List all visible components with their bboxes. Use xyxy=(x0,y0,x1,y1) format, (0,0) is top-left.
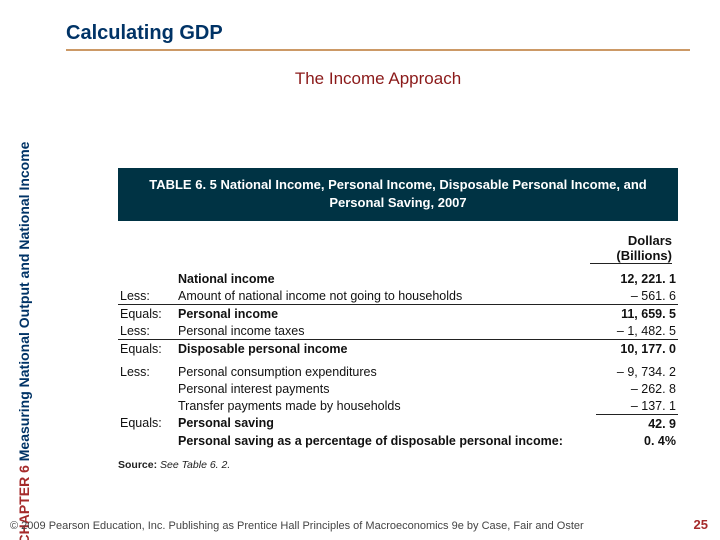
col-head-line1: Dollars xyxy=(118,233,672,248)
table-block: TABLE 6. 5 National Income, Personal Inc… xyxy=(118,168,678,471)
table-row: Less:Personal consumption expenditures– … xyxy=(118,363,678,380)
row-desc: National income xyxy=(176,270,596,287)
table-row: Transfer payments made by households– 13… xyxy=(118,397,678,415)
row-desc: Personal consumption expenditures xyxy=(176,363,596,380)
table-row: Less:Personal income taxes– 1, 482. 5 xyxy=(118,322,678,340)
footer: © 2009 Pearson Education, Inc. Publishin… xyxy=(10,517,708,532)
table-row: Equals:Personal income11, 659. 5 xyxy=(118,305,678,323)
row-desc: Personal saving as a percentage of dispo… xyxy=(176,432,596,449)
page-title: Calculating GDP xyxy=(66,22,690,45)
table-column-header: Dollars (Billions) xyxy=(118,221,678,270)
row-lead: Equals: xyxy=(118,340,176,358)
row-lead xyxy=(118,270,176,287)
chapter-side-label: CHAPTER 6 Measuring National Output and … xyxy=(10,170,38,515)
copyright-text: © 2009 Pearson Education, Inc. Publishin… xyxy=(10,520,584,532)
row-value: 11, 659. 5 xyxy=(596,305,678,323)
table-row: Equals:Personal saving42. 9 xyxy=(118,415,678,433)
table-row: Less:Amount of national income not going… xyxy=(118,287,678,305)
row-value: – 262. 8 xyxy=(596,380,678,397)
chapter-side-text: CHAPTER 6 Measuring National Output and … xyxy=(16,141,32,540)
row-lead xyxy=(118,397,176,415)
row-value: – 561. 6 xyxy=(596,287,678,305)
table-caption: TABLE 6. 5 National Income, Personal Inc… xyxy=(118,168,678,221)
row-value: 0. 4% xyxy=(596,432,678,449)
row-desc: Disposable personal income xyxy=(176,340,596,358)
table-row: Personal interest payments– 262. 8 xyxy=(118,380,678,397)
row-lead: Equals: xyxy=(118,415,176,433)
table-source: Source: See Table 6. 2. xyxy=(118,459,678,471)
row-value: – 137. 1 xyxy=(596,397,678,415)
row-value: 10, 177. 0 xyxy=(596,340,678,358)
row-lead: Less: xyxy=(118,363,176,380)
source-label: Source: xyxy=(118,459,157,471)
row-desc: Personal income taxes xyxy=(176,322,596,340)
row-desc: Transfer payments made by households xyxy=(176,397,596,415)
row-desc: Personal income xyxy=(176,305,596,323)
header-block: Calculating GDP The Income Approach xyxy=(66,22,690,89)
table-row: Equals:Disposable personal income10, 177… xyxy=(118,340,678,358)
row-desc: Personal interest payments xyxy=(176,380,596,397)
row-value: 42. 9 xyxy=(596,415,678,433)
source-text: See Table 6. 2. xyxy=(157,459,230,471)
row-value: – 1, 482. 5 xyxy=(596,322,678,340)
row-value: 12, 221. 1 xyxy=(596,270,678,287)
row-lead xyxy=(118,432,176,449)
income-table: National income12, 221. 1Less:Amount of … xyxy=(118,270,678,449)
row-desc: Personal saving xyxy=(176,415,596,433)
table-row: Personal saving as a percentage of dispo… xyxy=(118,432,678,449)
col-head-line2: (Billions) xyxy=(118,248,672,263)
col-head-underline xyxy=(590,263,672,264)
row-lead xyxy=(118,380,176,397)
title-underline xyxy=(66,49,690,51)
page-number: 25 xyxy=(694,517,708,532)
page-subtitle: The Income Approach xyxy=(66,69,690,89)
chapter-name: Measuring National Output and National I… xyxy=(16,141,32,461)
row-lead: Less: xyxy=(118,287,176,305)
row-lead: Less: xyxy=(118,322,176,340)
slide: Calculating GDP The Income Approach CHAP… xyxy=(0,0,720,540)
row-value: – 9, 734. 2 xyxy=(596,363,678,380)
row-lead: Equals: xyxy=(118,305,176,323)
row-desc: Amount of national income not going to h… xyxy=(176,287,596,305)
table-row: National income12, 221. 1 xyxy=(118,270,678,287)
